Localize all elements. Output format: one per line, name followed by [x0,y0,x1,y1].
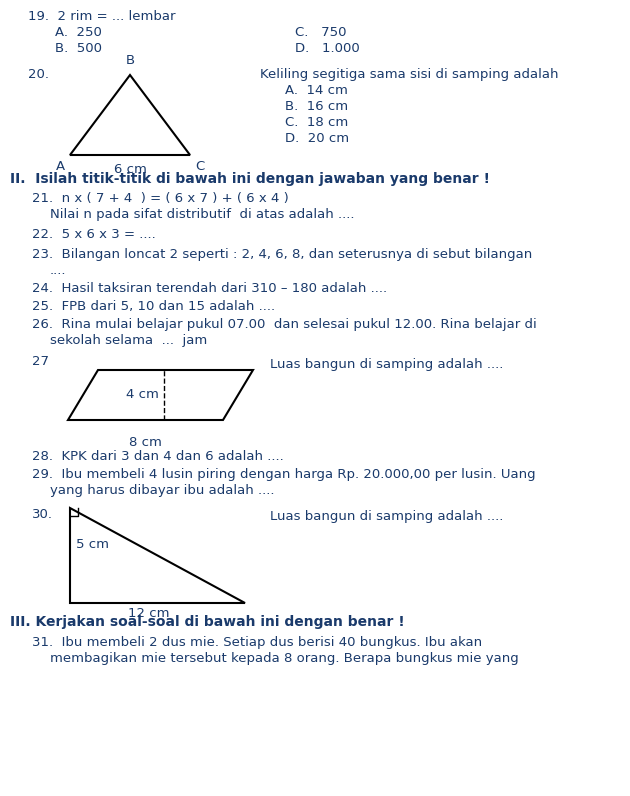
Text: 5 cm: 5 cm [76,537,109,551]
Text: B: B [125,54,135,67]
Text: 25.  FPB dari 5, 10 dan 15 adalah ....: 25. FPB dari 5, 10 dan 15 adalah .... [32,300,275,313]
Text: 23.  Bilangan loncat 2 seperti : 2, 4, 6, 8, dan seterusnya di sebut bilangan: 23. Bilangan loncat 2 seperti : 2, 4, 6,… [32,248,532,261]
Text: 28.  KPK dari 3 dan 4 dan 6 adalah ....: 28. KPK dari 3 dan 4 dan 6 adalah .... [32,450,284,463]
Text: II.  Isilah titik-titik di bawah ini dengan jawaban yang benar !: II. Isilah titik-titik di bawah ini deng… [10,172,490,186]
Text: 24.  Hasil taksiran terendah dari 310 – 180 adalah ....: 24. Hasil taksiran terendah dari 310 – 1… [32,282,387,295]
Text: C.   750: C. 750 [295,26,347,39]
Text: Nilai n pada sifat distributif  di atas adalah ....: Nilai n pada sifat distributif di atas a… [50,208,355,221]
Text: 27: 27 [32,355,49,368]
Text: 22.  5 x 6 x 3 = ....: 22. 5 x 6 x 3 = .... [32,228,156,241]
Text: 19.  2 rim = ... lembar: 19. 2 rim = ... lembar [28,10,176,23]
Text: D.   1.000: D. 1.000 [295,42,360,55]
Text: ....: .... [50,264,67,277]
Text: B.  500: B. 500 [55,42,102,55]
Text: A: A [56,160,65,173]
Text: 6 cm: 6 cm [113,163,146,176]
Text: 20.: 20. [28,68,49,81]
Text: B.  16 cm: B. 16 cm [285,100,348,113]
Text: D.  20 cm: D. 20 cm [285,132,349,145]
Text: 21.  n x ( 7 + 4  ) = ( 6 x 7 ) + ( 6 x 4 ): 21. n x ( 7 + 4 ) = ( 6 x 7 ) + ( 6 x 4 … [32,192,289,205]
Text: 12 cm: 12 cm [128,607,169,620]
Text: C: C [195,160,204,173]
Text: Luas bangun di samping adalah ....: Luas bangun di samping adalah .... [270,358,503,371]
Text: yang harus dibayar ibu adalah ....: yang harus dibayar ibu adalah .... [50,484,275,497]
Text: 26.  Rina mulai belajar pukul 07.00  dan selesai pukul 12.00. Rina belajar di: 26. Rina mulai belajar pukul 07.00 dan s… [32,318,537,331]
Text: 4 cm: 4 cm [126,388,159,401]
Text: C.  18 cm: C. 18 cm [285,116,348,129]
Text: sekolah selama  ...  jam: sekolah selama ... jam [50,334,207,347]
Text: 29.  Ibu membeli 4 lusin piring dengan harga Rp. 20.000,00 per lusin. Uang: 29. Ibu membeli 4 lusin piring dengan ha… [32,468,536,481]
Text: A.  14 cm: A. 14 cm [285,84,348,97]
Text: 31.  Ibu membeli 2 dus mie. Setiap dus berisi 40 bungkus. Ibu akan: 31. Ibu membeli 2 dus mie. Setiap dus be… [32,636,482,649]
Text: Keliling segitiga sama sisi di samping adalah: Keliling segitiga sama sisi di samping a… [260,68,559,81]
Text: 8 cm: 8 cm [129,436,162,449]
Text: membagikan mie tersebut kepada 8 orang. Berapa bungkus mie yang: membagikan mie tersebut kepada 8 orang. … [50,652,518,665]
Text: III. Kerjakan soal-soal di bawah ini dengan benar !: III. Kerjakan soal-soal di bawah ini den… [10,615,404,629]
Text: Luas bangun di samping adalah ....: Luas bangun di samping adalah .... [270,510,503,523]
Text: A.  250: A. 250 [55,26,102,39]
Text: 30.: 30. [32,508,53,521]
